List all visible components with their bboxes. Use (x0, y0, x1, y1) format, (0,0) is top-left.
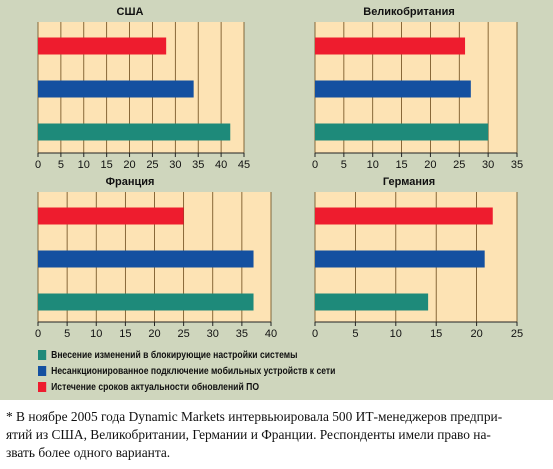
bar-2-expiry (38, 207, 184, 225)
legend: Внесение изменений в блокирующие настрой… (38, 347, 335, 395)
tick-label-3-2: 10 (390, 328, 402, 340)
tick-label-0-5: 25 (146, 159, 158, 171)
bar-1-expiry (315, 37, 466, 55)
charts-canvas: 0 5 10 15 20 25 30 35 40 45 США 0 5 10 15 20 25 30 35 Велик… (35, 6, 523, 340)
tick-label-3-4: 20 (470, 328, 482, 340)
legend-item-expiry: Истечение сроков актуальности обновлений… (38, 379, 335, 395)
footnote-line-1: * В ноябре 2005 года Dynamic Markets инт… (6, 409, 503, 424)
legend-label-expiry: Истечение сроков актуальности обновлений… (51, 381, 260, 393)
chart-title-3: Германия (383, 176, 435, 188)
legend-swatch-unsanctioned (38, 366, 47, 376)
legend-item-unsanctioned: Несанкционированное подключение мобильны… (38, 363, 335, 379)
tick-label-0-6: 30 (169, 159, 181, 171)
tick-label-2-8: 40 (265, 328, 277, 340)
bar-0-blocking (38, 123, 231, 141)
tick-label-2-1: 5 (64, 328, 70, 340)
legend-label-blocking: Внесение изменений в блокирующие настрой… (51, 349, 298, 361)
bar-0-expiry (38, 37, 167, 55)
footnote-line-3: звать более одного варианта. (6, 445, 171, 460)
legend-swatch-blocking (38, 350, 47, 360)
tick-label-1-0: 0 (312, 159, 318, 171)
tick-label-1-3: 15 (395, 159, 407, 171)
bar-3-blocking (315, 293, 429, 311)
tick-label-2-6: 30 (207, 328, 219, 340)
tick-label-1-6: 30 (482, 159, 494, 171)
tick-label-0-4: 20 (123, 159, 135, 171)
legend-swatch-expiry (38, 382, 47, 392)
chart-title-2: Франция (106, 176, 155, 188)
tick-label-2-5: 25 (178, 328, 190, 340)
bar-3-unsanctioned (315, 250, 485, 268)
tick-label-2-7: 35 (236, 328, 248, 340)
tick-label-3-1: 5 (352, 328, 358, 340)
tick-label-3-0: 0 (312, 328, 318, 340)
bar-1-unsanctioned (315, 80, 471, 98)
tick-label-1-7: 35 (511, 159, 523, 171)
bar-3-expiry (315, 207, 493, 225)
tick-label-3-3: 15 (430, 328, 442, 340)
tick-label-0-0: 0 (35, 159, 41, 171)
tick-label-1-5: 25 (453, 159, 465, 171)
bar-2-blocking (38, 293, 254, 311)
legend-label-unsanctioned: Несанкционированное подключение мобильны… (51, 365, 336, 377)
tick-label-2-3: 15 (119, 328, 131, 340)
bar-2-unsanctioned (38, 250, 254, 268)
tick-label-0-8: 40 (215, 159, 227, 171)
footnote-line-2: ятий из США, Великобритании, Германии и … (6, 427, 491, 442)
tick-label-0-1: 5 (58, 159, 64, 171)
tick-label-0-2: 10 (78, 159, 90, 171)
tick-label-1-1: 5 (341, 159, 347, 171)
legend-item-blocking: Внесение изменений в блокирующие настрой… (38, 347, 335, 363)
chart-title-1: Великобритания (363, 6, 455, 18)
tick-label-0-9: 45 (238, 159, 250, 171)
tick-label-1-2: 10 (367, 159, 379, 171)
tick-label-0-3: 15 (101, 159, 113, 171)
tick-label-1-4: 20 (424, 159, 436, 171)
tick-label-3-5: 25 (511, 328, 523, 340)
tick-label-2-4: 20 (148, 328, 160, 340)
tick-label-2-0: 0 (35, 328, 41, 340)
tick-label-2-2: 10 (90, 328, 102, 340)
footnote: * В ноябре 2005 года Dynamic Markets инт… (0, 400, 553, 469)
bar-1-blocking (315, 123, 489, 141)
chart-title-0: США (117, 6, 144, 18)
bar-0-unsanctioned (38, 80, 194, 98)
tick-label-0-7: 35 (192, 159, 204, 171)
